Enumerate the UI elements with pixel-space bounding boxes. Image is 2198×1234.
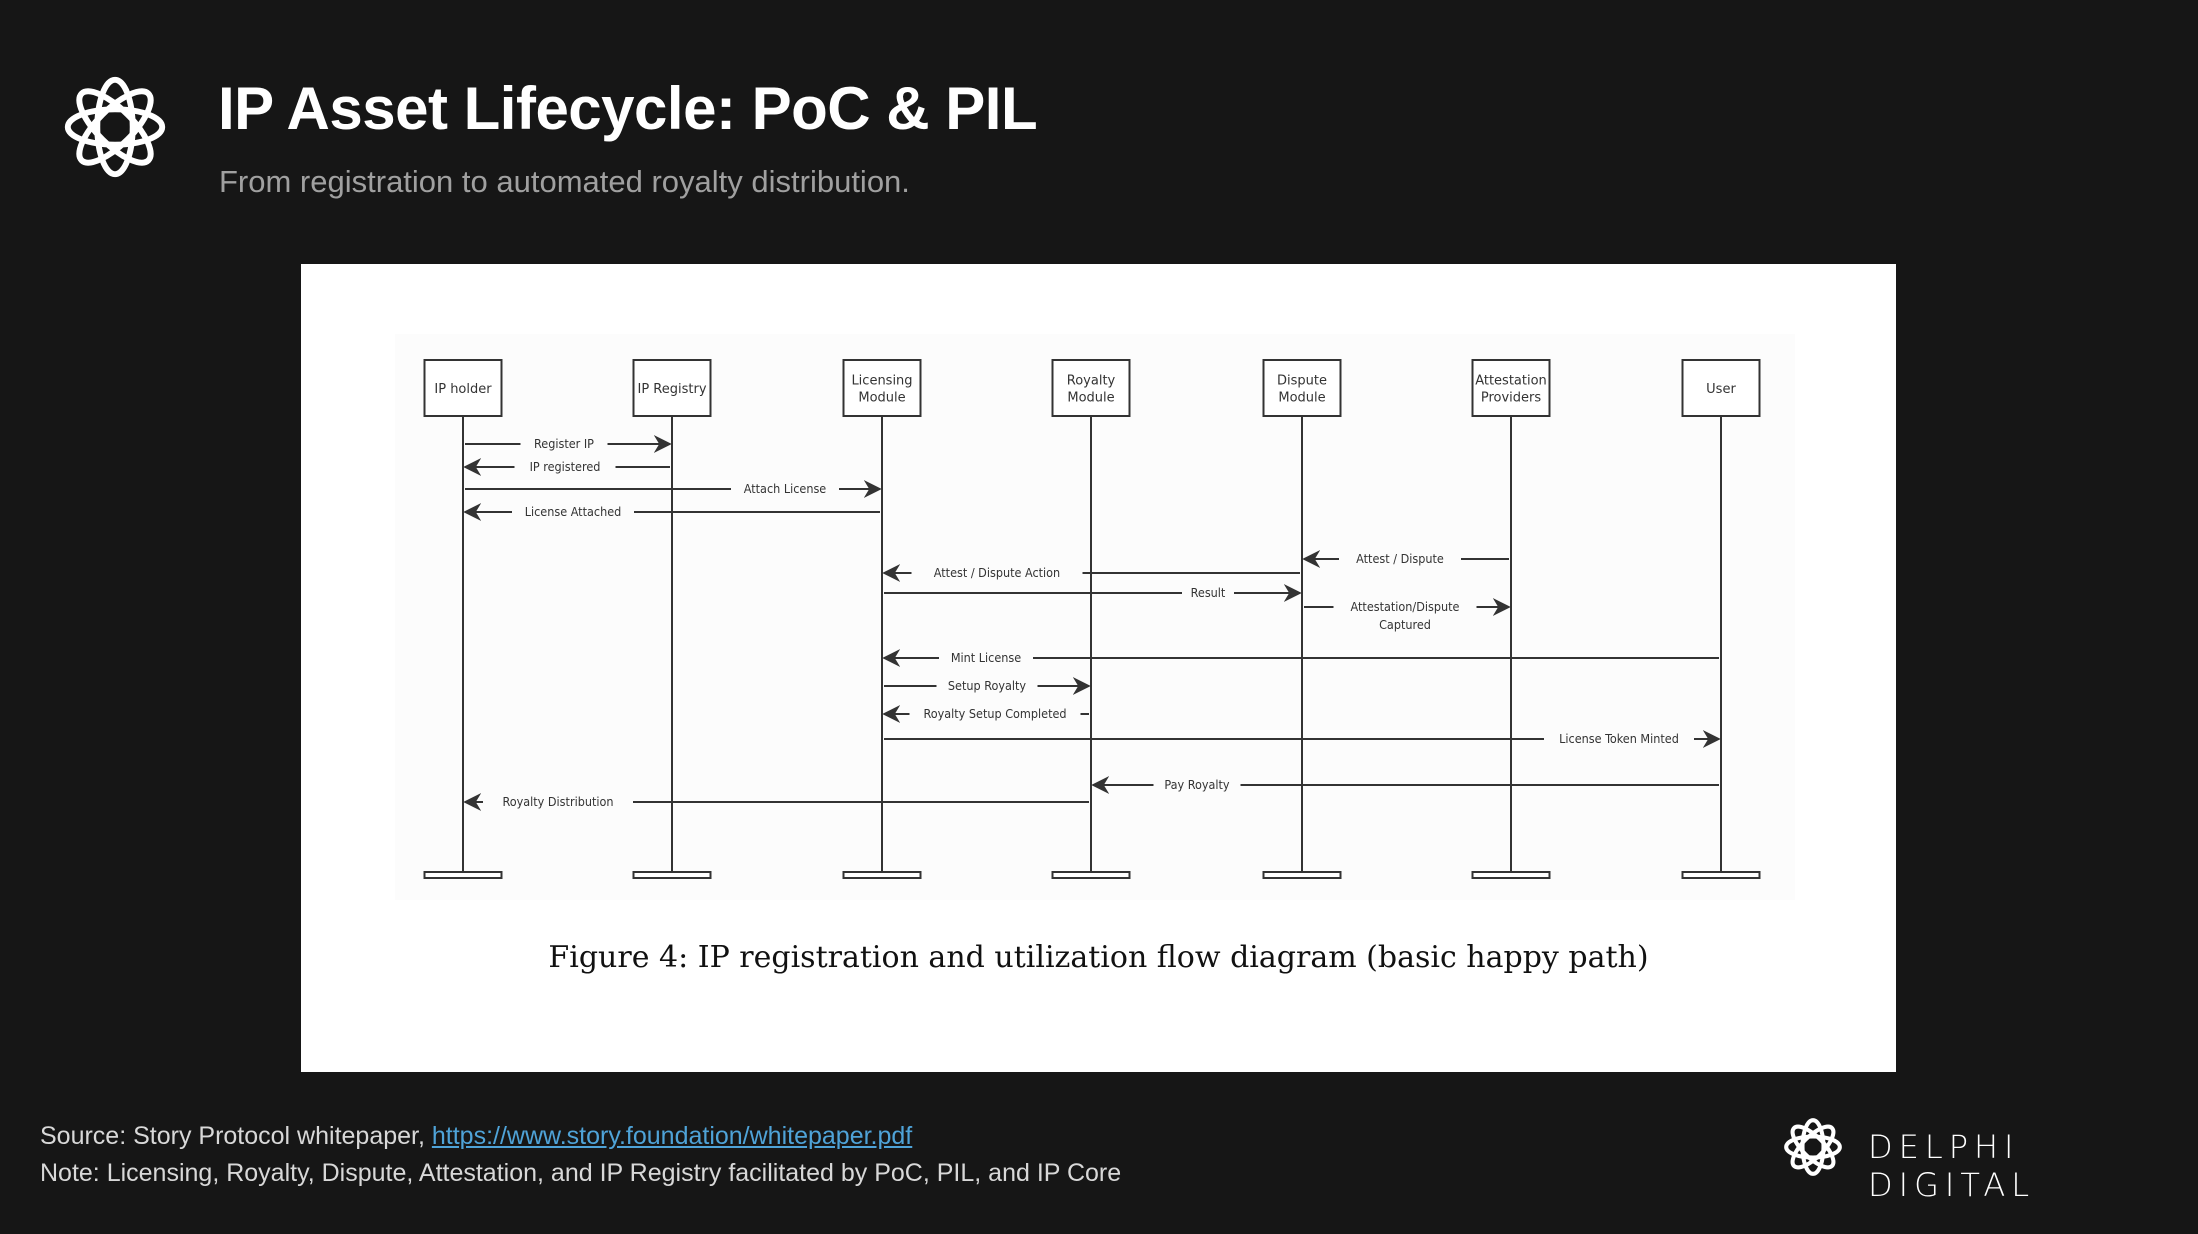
message-label: Mint License [951,650,1021,665]
participant-label: Attestation [1475,374,1547,389]
message-label-bg [911,564,1083,581]
message-label-bg [1333,598,1477,615]
lifeline-end-bar [842,871,922,879]
message-label-bg [1544,730,1694,747]
participant-box [1681,359,1761,417]
participant-box [842,359,922,417]
lifeline-end-bar [1262,871,1342,879]
message-label-bg [731,480,839,497]
message-label: Register IP [534,436,594,451]
message-label: Attest / Dispute [1356,551,1444,566]
diagram-background [395,334,1795,900]
page-title: IP Asset Lifecycle: PoC & PIL [218,75,1038,142]
message-label: License Token Minted [1559,731,1679,746]
source-prefix: Source: Story Protocol whitepaper, [40,1122,432,1150]
participant-box [1262,359,1342,417]
message-label-bg [520,435,608,452]
participant-label: IP Registry [637,382,706,397]
source-link[interactable]: https://www.story.foundation/whitepaper.… [431,1122,913,1150]
diagram-panel: IP holder IP Registry Licensing Module Royal… [301,264,1896,1072]
participant-label: Dispute [1277,374,1327,389]
delphi-logo-icon [1784,1118,1842,1176]
sequence-diagram: IP holder IP Registry Licensing Module Royal… [395,334,1795,900]
participant-box [1051,359,1131,417]
message-label-bg [939,649,1033,666]
figure-caption: Figure 4: IP registration and utilizatio… [548,940,1649,975]
participant-label: Royalty [1067,374,1116,389]
source-line: Source: Story Protocol whitepaper, https… [40,1122,912,1151]
message-label: Attest / Dispute Action [934,565,1060,580]
message-label-bg [514,458,616,475]
message-label-bg [1339,550,1461,567]
message-label: Result [1191,585,1226,600]
message-label: Attestation/Dispute [1351,599,1460,614]
participant-label: Module [1278,391,1325,406]
participant-label: User [1706,382,1736,397]
message-label: Royalty Distribution [502,794,613,809]
message-label: Captured [1379,617,1431,632]
participant-label: IP holder [434,382,492,397]
message-label: Royalty Setup Completed [923,706,1066,721]
message-label-bg [1153,776,1241,793]
message-label-bg [909,705,1081,722]
message-label-bg [512,503,634,520]
lifeline-end-bar [1051,871,1131,879]
message-label: Attach License [744,481,827,496]
message-label: Setup Royalty [948,678,1027,693]
brand-name: DELPHI DIGITAL [1868,1128,2036,1204]
lifeline-end-bar [423,871,503,879]
participant-label: Module [1067,391,1114,406]
lifeline-end-bar [1681,871,1761,879]
participant-box [1471,359,1551,417]
message-label: Pay Royalty [1164,777,1230,792]
participant-label: Providers [1481,391,1542,406]
lifeline-end-bar [1471,871,1551,879]
footnote: Note: Licensing, Royalty, Dispute, Attes… [40,1159,1122,1187]
message-label-bg [1182,584,1234,601]
message-label: License Attached [525,504,622,519]
page-subtitle: From registration to automated royalty d… [219,164,910,199]
message-label-bg [936,677,1038,694]
participant-box [632,359,712,417]
message-label-bg [1372,616,1438,633]
rosette-logo-icon [64,76,166,178]
participant-label: Licensing [851,374,912,389]
participant-box [423,359,503,417]
message-label: IP registered [530,459,601,474]
message-label-bg [483,793,633,810]
participant-label: Module [858,391,905,406]
lifeline-end-bar [632,871,712,879]
